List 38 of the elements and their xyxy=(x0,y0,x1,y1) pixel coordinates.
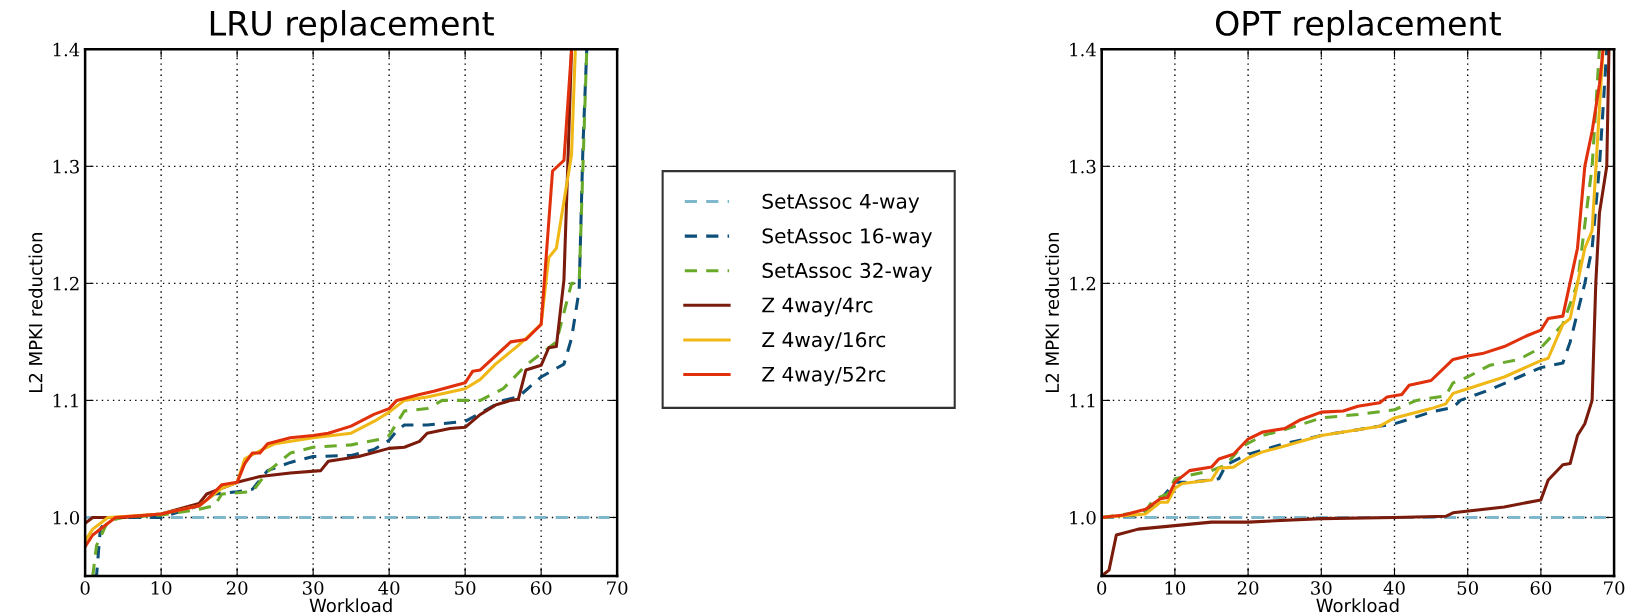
y-tick-label: 1.2 xyxy=(53,276,79,291)
x-tick-label: 0 xyxy=(1097,581,1107,595)
x-tick-label: 60 xyxy=(530,581,552,595)
y-tick-label: 1.0 xyxy=(1070,510,1096,525)
chart-title: OPT replacement xyxy=(1215,10,1501,43)
legend-label: SetAssoc 32-way xyxy=(762,262,932,282)
legend-label: Z 4way/52rc xyxy=(762,366,886,386)
x-tick-label: 10 xyxy=(151,581,172,595)
x-tick-label: 10 xyxy=(1165,581,1186,595)
y-tick-label: 1.4 xyxy=(1070,42,1096,57)
x-tick-label: 30 xyxy=(1311,581,1332,595)
x-tick-label: 40 xyxy=(1383,581,1405,595)
x-tick-label: 20 xyxy=(226,581,248,595)
x-tick-label: 50 xyxy=(1457,581,1478,595)
legend-label: Z 4way/16rc xyxy=(762,332,886,352)
y-tick-label: 1.1 xyxy=(1070,393,1095,408)
x-axis-title: Workload xyxy=(1316,598,1399,613)
legend-label: Z 4way/4rc xyxy=(762,297,873,317)
x-tick-label: 40 xyxy=(378,581,400,595)
y-tick-label: 1.3 xyxy=(1070,159,1096,174)
x-tick-label: 30 xyxy=(303,581,324,595)
y-tick-label: 1.0 xyxy=(53,510,80,525)
y-axis-title: L2 MPKI reduction xyxy=(28,233,43,392)
x-tick-label: 50 xyxy=(455,581,476,595)
x-tick-label: 60 xyxy=(1530,581,1552,595)
y-tick-label: 1.1 xyxy=(53,393,78,408)
x-tick-label: 70 xyxy=(607,581,628,595)
x-axis-title: Workload xyxy=(309,598,392,613)
y-tick-label: 1.2 xyxy=(1070,276,1096,291)
x-tick-label: 70 xyxy=(1604,581,1625,595)
y-tick-label: 1.3 xyxy=(53,159,79,174)
x-tick-label: 20 xyxy=(1237,581,1259,595)
legend-label: SetAssoc 4-way xyxy=(762,193,920,213)
y-tick-label: 1.4 xyxy=(53,42,80,57)
legend-label: SetAssoc 16-way xyxy=(762,228,932,248)
chart-title: LRU replacement xyxy=(210,10,494,43)
x-tick-label: 0 xyxy=(80,581,90,595)
y-axis-title: L2 MPKI reduction xyxy=(1045,233,1060,392)
